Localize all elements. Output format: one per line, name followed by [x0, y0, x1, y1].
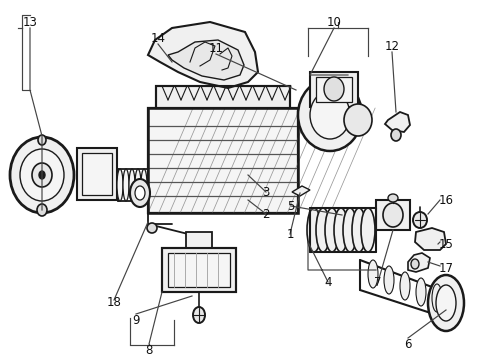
Text: 11: 11 — [208, 41, 223, 54]
Ellipse shape — [390, 129, 400, 141]
Ellipse shape — [324, 77, 343, 101]
Ellipse shape — [135, 186, 145, 200]
Ellipse shape — [123, 169, 129, 201]
Ellipse shape — [351, 208, 365, 252]
Ellipse shape — [435, 285, 455, 321]
Text: 9: 9 — [132, 314, 140, 327]
Bar — [375, 200, 409, 230]
Ellipse shape — [387, 194, 397, 202]
Ellipse shape — [367, 260, 377, 288]
Bar — [82, 153, 112, 195]
Ellipse shape — [342, 208, 356, 252]
Text: 18: 18 — [106, 296, 121, 309]
Polygon shape — [407, 253, 429, 272]
Ellipse shape — [383, 266, 393, 294]
Text: 1: 1 — [285, 228, 293, 240]
Ellipse shape — [325, 208, 338, 252]
Ellipse shape — [412, 212, 426, 228]
Bar — [315, 77, 351, 102]
Bar — [148, 108, 297, 213]
Polygon shape — [414, 228, 445, 250]
Polygon shape — [291, 186, 309, 196]
Ellipse shape — [32, 163, 52, 187]
Ellipse shape — [297, 79, 361, 151]
Text: 5: 5 — [287, 199, 294, 212]
Text: 17: 17 — [438, 261, 452, 274]
Text: 7: 7 — [373, 275, 381, 288]
Text: 3: 3 — [262, 185, 269, 198]
Ellipse shape — [415, 278, 425, 306]
Text: 8: 8 — [145, 343, 152, 356]
Bar — [77, 148, 117, 200]
Ellipse shape — [306, 208, 320, 252]
Ellipse shape — [309, 91, 349, 139]
Bar — [168, 253, 229, 287]
Ellipse shape — [431, 284, 441, 312]
Ellipse shape — [10, 137, 74, 213]
Bar — [309, 72, 357, 107]
Ellipse shape — [193, 307, 204, 323]
Ellipse shape — [141, 169, 147, 201]
Bar — [148, 108, 297, 213]
Text: 12: 12 — [384, 40, 399, 53]
Ellipse shape — [130, 179, 150, 207]
Polygon shape — [384, 112, 409, 132]
Ellipse shape — [427, 275, 463, 331]
Bar — [156, 86, 289, 108]
Ellipse shape — [343, 104, 371, 136]
Polygon shape — [168, 40, 244, 80]
Ellipse shape — [117, 169, 123, 201]
Bar — [162, 248, 236, 292]
Ellipse shape — [129, 169, 135, 201]
Text: 14: 14 — [150, 32, 165, 45]
Ellipse shape — [37, 204, 47, 216]
Text: 6: 6 — [404, 338, 411, 351]
Ellipse shape — [315, 208, 329, 252]
Text: 16: 16 — [438, 194, 452, 207]
Text: 15: 15 — [438, 238, 452, 251]
Ellipse shape — [333, 208, 347, 252]
Ellipse shape — [147, 223, 157, 233]
Bar — [162, 248, 236, 292]
Ellipse shape — [39, 171, 45, 179]
Text: 2: 2 — [262, 207, 269, 220]
Ellipse shape — [410, 259, 418, 269]
Ellipse shape — [20, 149, 64, 201]
Text: 13: 13 — [22, 15, 38, 28]
Bar — [156, 86, 289, 108]
Ellipse shape — [38, 135, 46, 145]
Ellipse shape — [135, 169, 141, 201]
Ellipse shape — [382, 203, 402, 227]
Polygon shape — [148, 22, 258, 88]
Text: 4: 4 — [324, 275, 331, 288]
Text: 10: 10 — [326, 15, 341, 28]
Ellipse shape — [360, 208, 374, 252]
Bar — [185, 232, 212, 248]
Ellipse shape — [399, 272, 409, 300]
